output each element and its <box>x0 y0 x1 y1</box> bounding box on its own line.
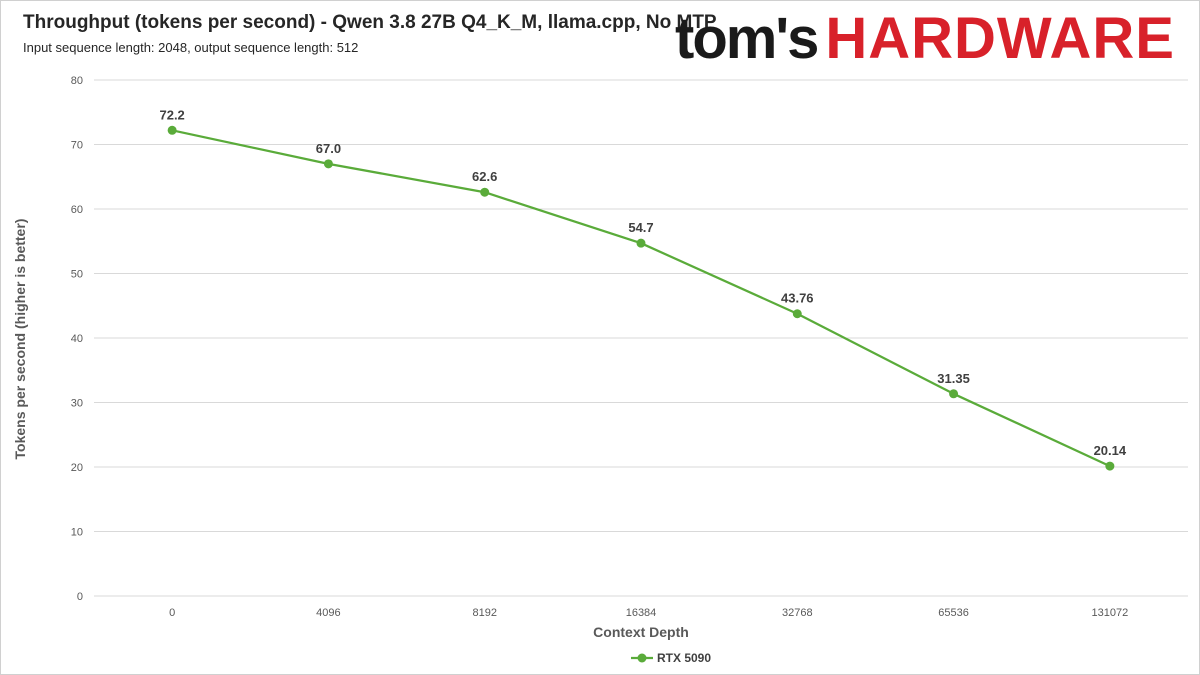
data-point <box>480 187 490 197</box>
y-tick-label: 0 <box>77 591 83 603</box>
data-point <box>167 125 177 135</box>
y-tick-label: 40 <box>71 333 83 345</box>
x-tick-label: 0 <box>169 607 175 619</box>
legend: RTX 5090 <box>631 651 711 665</box>
y-tick-label: 80 <box>71 75 83 87</box>
logo-text-hardware: HARDWARE <box>825 6 1175 71</box>
y-tick-label: 50 <box>71 269 83 281</box>
y-tick-labels: 0 10 20 30 40 50 60 70 80 <box>71 75 83 603</box>
y-tick-label: 10 <box>71 527 83 539</box>
x-tick-label: 4096 <box>316 607 340 619</box>
toms-hardware-logo: tom's HARDWARE <box>675 6 1175 72</box>
x-tick-label: 32768 <box>782 607 813 619</box>
x-tick-label: 65536 <box>938 607 969 619</box>
legend-marker <box>637 653 647 663</box>
x-tick-label: 16384 <box>626 607 657 619</box>
data-point <box>636 238 646 248</box>
y-tick-label: 20 <box>71 462 83 474</box>
data-point <box>323 159 333 169</box>
chart-subtitle: Input sequence length: 2048, output sequ… <box>23 40 359 55</box>
data-points <box>167 125 1115 471</box>
data-label: 67.0 <box>316 141 341 156</box>
x-tick-label: 8192 <box>472 607 496 619</box>
logo-text-toms: tom's <box>675 6 819 71</box>
series-lines <box>171 129 1111 468</box>
data-label: 43.76 <box>781 291 814 306</box>
x-tick-label: 131072 <box>1091 607 1128 619</box>
y-axis-title: Tokens per second (higher is better) <box>12 219 28 460</box>
data-point <box>792 309 802 319</box>
y-tick-label: 70 <box>71 140 83 152</box>
data-label: 72.2 <box>159 107 184 122</box>
y-tick-label: 30 <box>71 398 83 410</box>
x-axis-title: Context Depth <box>593 624 689 640</box>
data-label: 54.7 <box>628 220 653 235</box>
data-point <box>1105 461 1115 471</box>
data-label: 20.14 <box>1094 443 1127 458</box>
legend-label: RTX 5090 <box>657 651 711 665</box>
x-tick-labels: 0 4096 8192 16384 32768 65536 131072 <box>169 607 1128 619</box>
series-line-rtx-5090 <box>171 129 1111 468</box>
data-label: 62.6 <box>472 169 497 184</box>
data-point <box>949 389 959 399</box>
chart-title: Throughput (tokens per second) - Qwen 3.… <box>23 12 717 33</box>
grid-lines <box>94 79 1188 597</box>
data-labels: 72.2 67.0 62.6 54.7 43.76 31.35 20.14 <box>159 107 1126 458</box>
data-label: 31.35 <box>937 371 970 386</box>
y-tick-label: 60 <box>71 204 83 216</box>
